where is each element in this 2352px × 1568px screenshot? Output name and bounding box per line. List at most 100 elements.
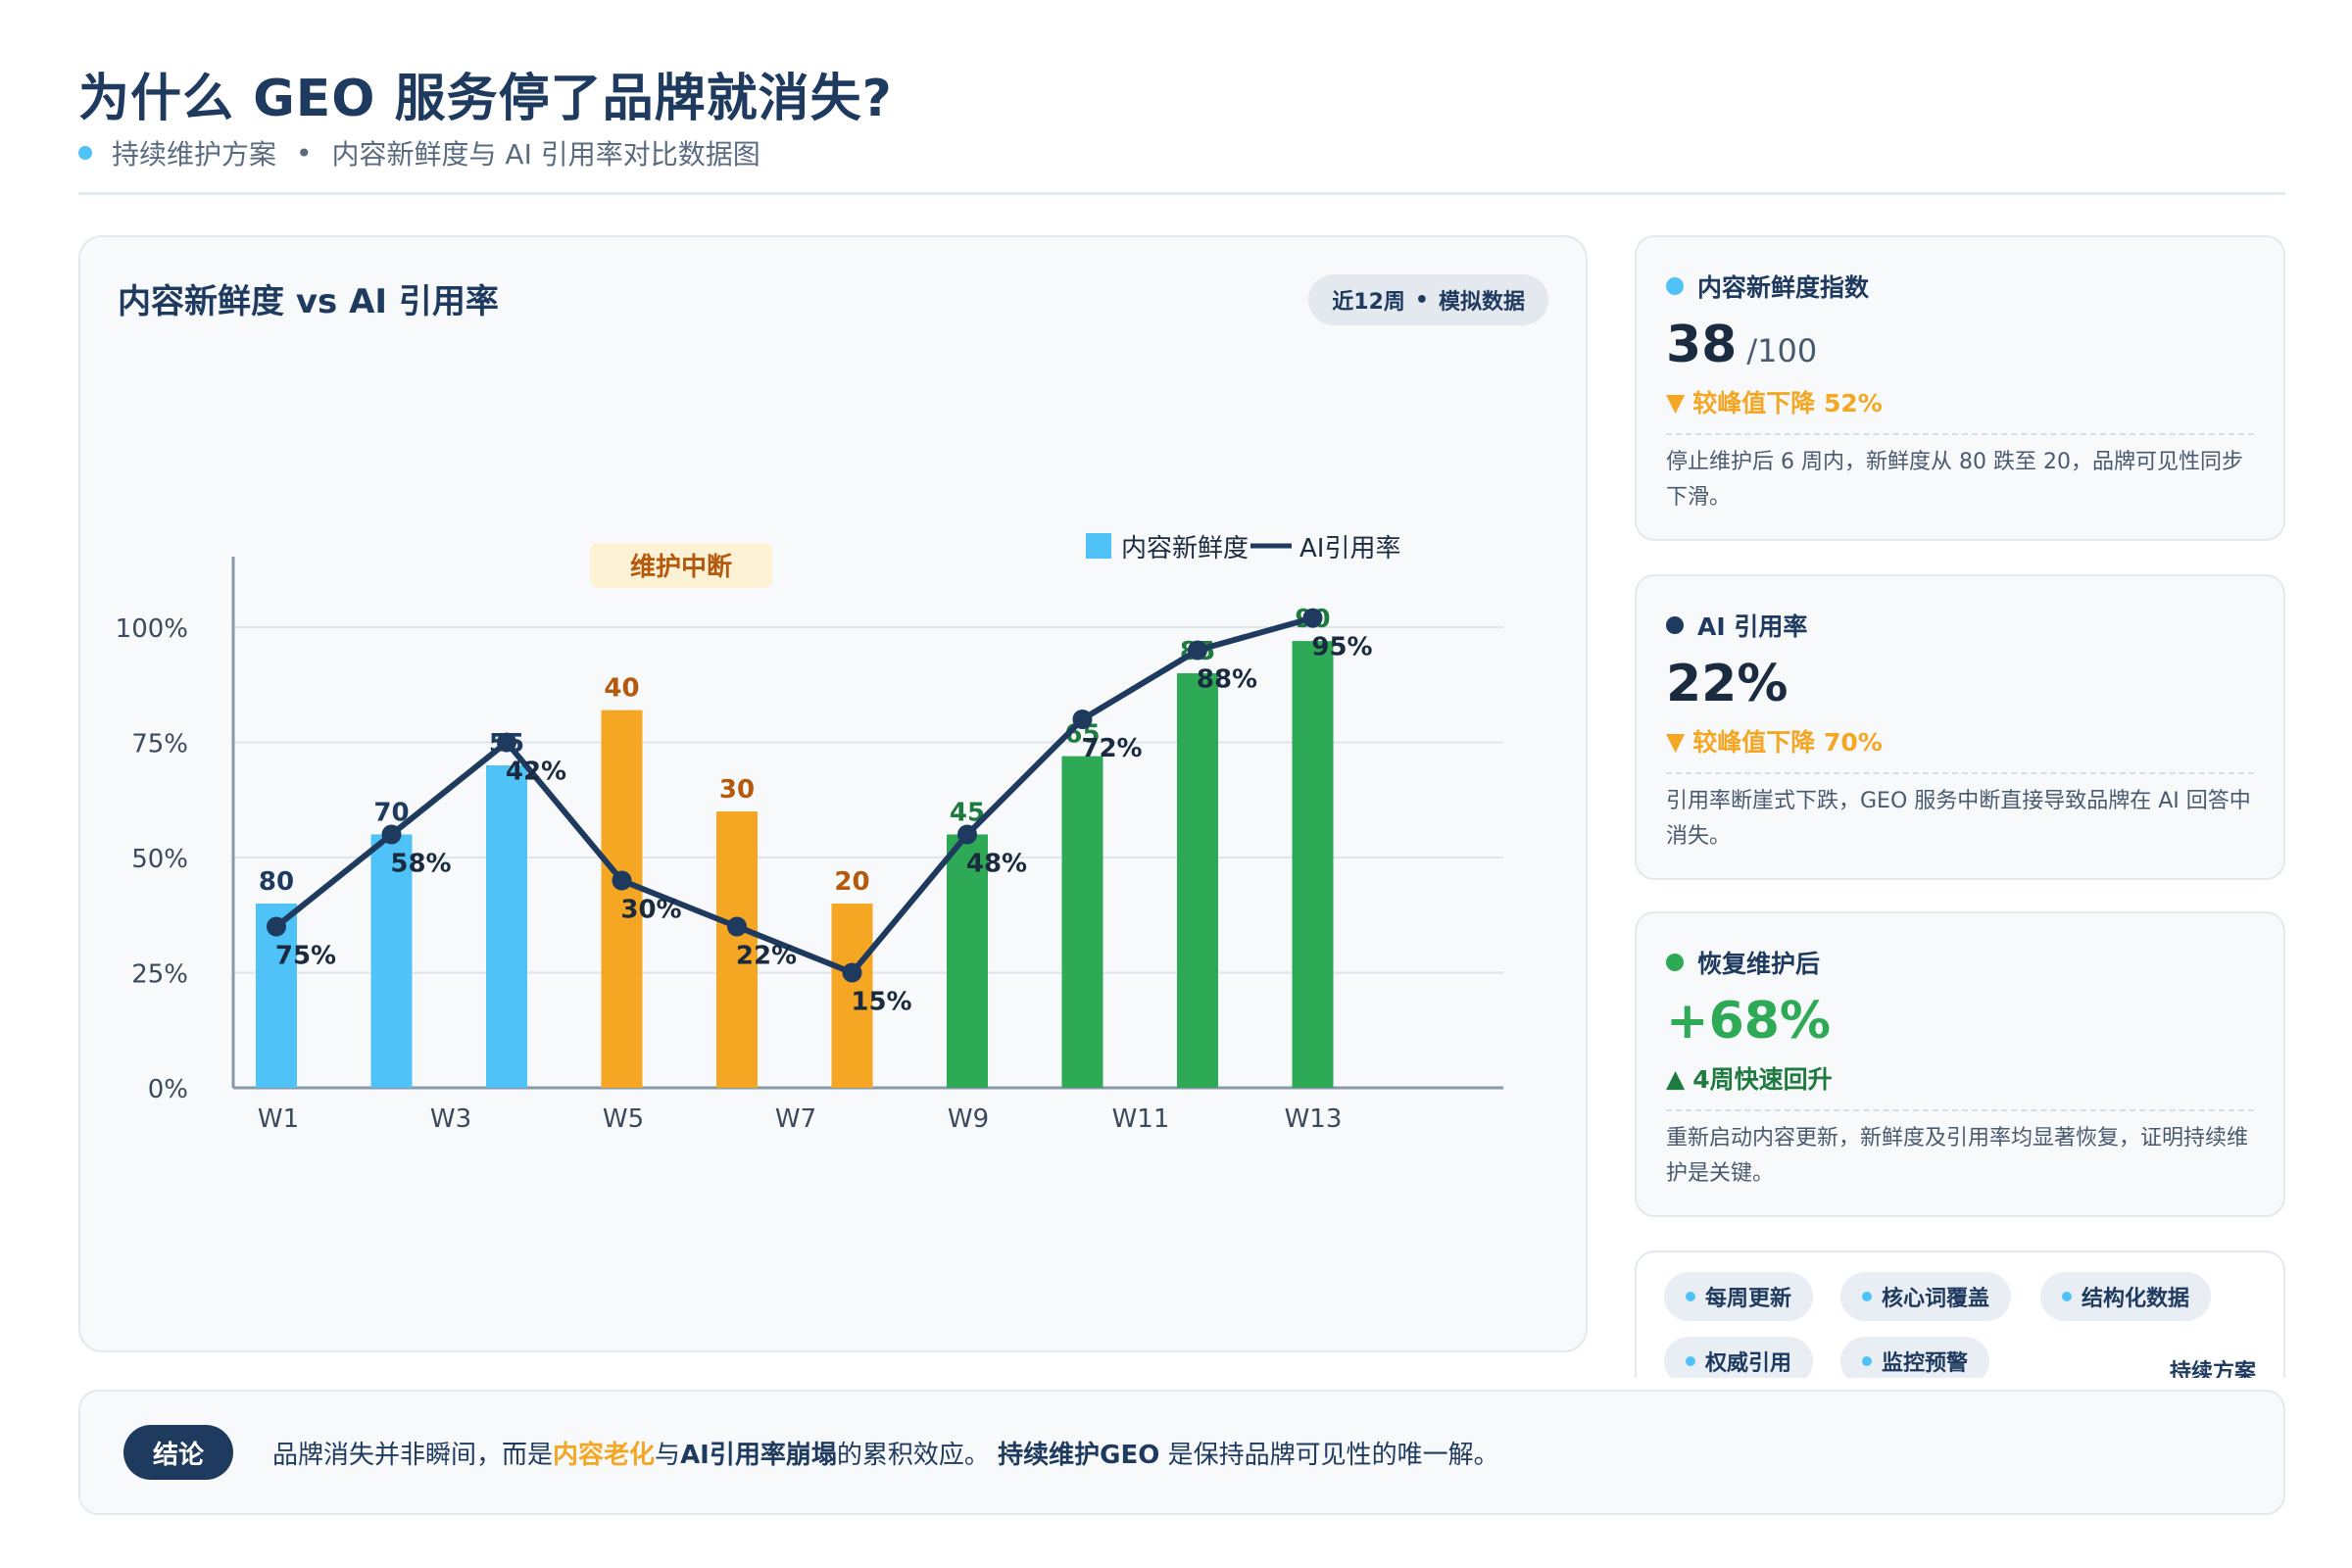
conclusion-text: 品牌消失并非瞬间，而是内容老化与AI引用率崩塌的累积效应。 持续维护GEO 是保… [272, 1435, 1499, 1471]
chart-svg: 0%25%50%75%100%80705540302045658590W1W3W… [116, 533, 1503, 1134]
tag-label: 监控预警 [1882, 1351, 1969, 1376]
page-subtitle: 持续维护方案 • 内容新鲜度与 AI 引用率对比数据图 [78, 133, 760, 172]
card-freshness-divider [1666, 433, 2254, 435]
card-freshness-delta-text: 较峰值下降 52% [1692, 389, 1883, 417]
header-divider [78, 192, 2285, 195]
citation-point [842, 962, 862, 983]
freshness-bar [1292, 641, 1334, 1088]
conclusion-text-2: 与 [655, 1440, 681, 1470]
freshness-bar [1177, 673, 1218, 1088]
x-tick-label: W5 [603, 1104, 644, 1134]
card-recovery-divider [1666, 1109, 2254, 1111]
conclusion-badge: 结论 [123, 1425, 234, 1480]
citation-point [1188, 640, 1207, 661]
freshness-bar [947, 834, 988, 1088]
bar-value-label: 20 [834, 867, 869, 897]
tag-label: 核心词覆盖 [1882, 1287, 1990, 1311]
citation-point [1072, 710, 1093, 729]
subtitle-dot-icon [78, 146, 92, 160]
citation-dot-icon [1666, 616, 1684, 634]
page-title: 为什么 GEO 服务停了品牌就消失? [78, 70, 893, 128]
bar-value-label: 30 [719, 775, 755, 805]
y-tick-label: 75% [131, 730, 188, 760]
freshness-bar [370, 834, 413, 1088]
conclusion-text-1: 品牌消失并非瞬间，而是 [272, 1440, 554, 1470]
card-recovery-value: +68% [1666, 992, 1832, 1051]
line-value-label: 15% [851, 988, 911, 1017]
legend-freshness-swatch [1086, 533, 1111, 559]
y-tick-label: 25% [131, 960, 188, 990]
card-citation-delta: ▼ 较峰值下降 70% [1666, 723, 1883, 759]
x-tick-label: W3 [430, 1104, 471, 1134]
card-citation-divider [1666, 772, 2254, 774]
legend-citation-label: AI引用率 [1299, 534, 1400, 564]
chart-pill-note: 模拟数据 [1438, 290, 1525, 315]
annotation-label: 维护中断 [630, 552, 732, 582]
annotation-box [590, 543, 772, 588]
card-freshness-title: 内容新鲜度指数 [1697, 273, 1870, 302]
tag-dot-icon [1862, 1292, 1872, 1301]
recovery-dot-icon [1666, 954, 1684, 971]
tag-label: 结构化数据 [2082, 1287, 2190, 1311]
citation-point [727, 916, 747, 937]
tag-dot-icon [1686, 1292, 1695, 1301]
chart-pill-period: 近12周 [1332, 290, 1405, 315]
tag-core-keywords[interactable]: 核心词覆盖 [1840, 1272, 2012, 1321]
tag-weekly-update[interactable]: 每周更新 [1664, 1272, 1814, 1321]
card-citation-delta-text: 较峰值下降 70% [1692, 728, 1883, 757]
freshness-bar [1061, 756, 1103, 1088]
conclusion-highlight-aging: 内容老化 [553, 1440, 656, 1470]
citation-point [497, 732, 516, 753]
tag-dot-icon [2062, 1292, 2072, 1301]
citation-point [381, 824, 402, 845]
card-recovery-title: 恢复维护后 [1697, 950, 1821, 978]
card-freshness-header: 内容新鲜度指数 [1666, 269, 1869, 304]
citation-point [957, 824, 977, 845]
line-value-label: 95% [1311, 633, 1372, 662]
y-tick-label: 0% [148, 1075, 188, 1104]
card-freshness-value-wrap: 38/100 [1666, 316, 1817, 374]
conclusion-highlight-collapse: AI引用率崩塌 [680, 1440, 837, 1470]
freshness-bar [601, 710, 643, 1088]
chart-pill-separator: • [1414, 287, 1429, 313]
card-citation-value-wrap: 22% [1666, 655, 1788, 713]
tags-note: 持续方案 [2169, 1360, 2256, 1378]
x-tick-label: W11 [1112, 1104, 1170, 1134]
x-tick-label: W7 [775, 1104, 816, 1134]
tag-dot-icon [1686, 1356, 1695, 1366]
line-value-label: 22% [736, 942, 797, 971]
citation-line [274, 614, 1314, 976]
tag-monitoring-alert[interactable]: 监控预警 [1840, 1337, 1990, 1378]
y-tick-label: 100% [116, 614, 188, 644]
chart-title: 内容新鲜度 vs AI 引用率 [118, 282, 499, 321]
tag-structured-data[interactable]: 结构化数据 [2040, 1272, 2212, 1321]
card-freshness-value: 38 [1666, 316, 1738, 374]
arrow-down-icon: ▼ [1666, 726, 1686, 756]
subtitle-part2: 内容新鲜度与 AI 引用率对比数据图 [331, 138, 760, 171]
citation-point [1302, 608, 1323, 628]
card-ai-citation: AI 引用率 22% ▼ 较峰值下降 70% 引用率断崖式下跌，GEO 服务中断… [1635, 574, 2285, 880]
bar-value-label: 80 [259, 867, 294, 897]
tag-label: 权威引用 [1705, 1351, 1792, 1376]
subtitle-separator: • [296, 136, 313, 170]
tag-label: 每周更新 [1705, 1287, 1792, 1311]
line-value-label: 72% [1081, 734, 1142, 763]
card-freshness-index: 内容新鲜度指数 38/100 ▼ 较峰值下降 52% 停止维护后 6 周内，新鲜… [1635, 235, 2285, 541]
arrow-down-icon: ▼ [1666, 387, 1686, 416]
card-recovery-delta: ▲ 4周快速回升 [1666, 1060, 1833, 1096]
line-value-label: 88% [1197, 665, 1257, 695]
conclusion-text-3: 的累积效应。 [836, 1440, 999, 1470]
arrow-up-icon: ▲ [1666, 1063, 1686, 1093]
x-tick-label: W1 [258, 1104, 299, 1134]
tag-authority-citation[interactable]: 权威引用 [1664, 1337, 1814, 1378]
card-recovery-delta-text: 4周快速回升 [1692, 1065, 1833, 1094]
line-value-label: 30% [620, 896, 681, 925]
citation-point [267, 916, 286, 937]
conclusion-highlight-maintain: 持续维护GEO [998, 1440, 1160, 1470]
card-recovery: 恢复维护后 +68% ▲ 4周快速回升 重新启动内容更新，新鲜度及引用率均显著恢… [1635, 911, 2285, 1217]
chart-card: 0%25%50%75%100%80705540302045658590W1W3W… [78, 235, 1588, 1352]
conclusion-bar: 结论 品牌消失并非瞬间，而是内容老化与AI引用率崩塌的累积效应。 持续维护GEO… [78, 1390, 2285, 1515]
card-freshness-desc: 停止维护后 6 周内，新鲜度从 80 跌至 20，品牌可见性同步下滑。 [1666, 450, 2243, 510]
card-recovery-header: 恢复维护后 [1666, 945, 1820, 980]
